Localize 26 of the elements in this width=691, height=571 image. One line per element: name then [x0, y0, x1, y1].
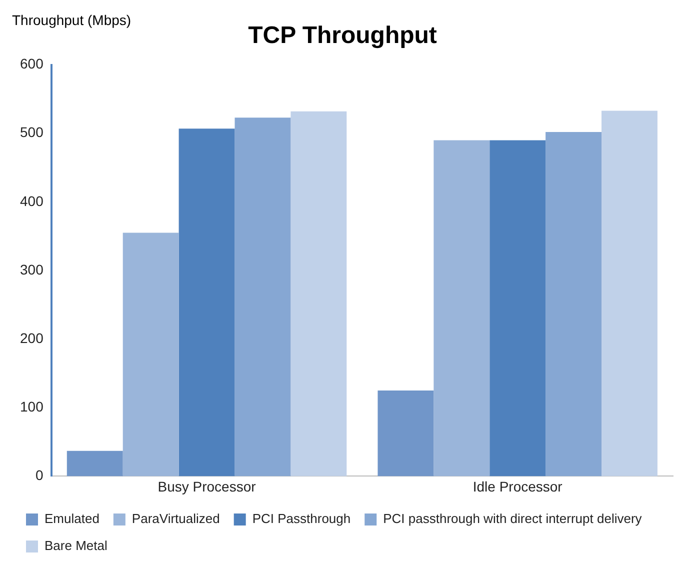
- y-tick-label: 600: [20, 56, 44, 72]
- bar: [178, 128, 235, 476]
- legend-label: Bare Metal: [44, 538, 108, 554]
- x-tick-label: Busy Processor: [158, 478, 256, 494]
- bar: [546, 132, 602, 476]
- legend-label: PCI passthrough with direct interrupt delivery: [383, 511, 642, 526]
- bar: [434, 140, 490, 476]
- y-axis-title: Throughput (Mbps): [12, 12, 132, 28]
- y-tick-label: 200: [20, 330, 44, 346]
- bar: [378, 390, 434, 476]
- legend-label: PCI Passthrough: [252, 511, 351, 526]
- y-tick-label: 0: [36, 467, 44, 484]
- bar: [66, 450, 123, 476]
- bar: [122, 232, 179, 476]
- y-tick-label: 400: [20, 192, 44, 209]
- legend-label: Emulated: [44, 511, 100, 526]
- y-tick-label: 500: [20, 124, 44, 140]
- bar: [290, 111, 347, 476]
- bar: [234, 118, 291, 476]
- legend-label: ParaVirtualized: [132, 511, 220, 526]
- chart-title: TCP Throughput: [248, 22, 437, 50]
- x-tick-label: Idle Processor: [472, 478, 563, 494]
- bar: [490, 140, 546, 476]
- bar: [602, 110, 658, 476]
- y-tick-label: 100: [20, 398, 44, 414]
- y-tick-label: 300: [20, 261, 44, 278]
